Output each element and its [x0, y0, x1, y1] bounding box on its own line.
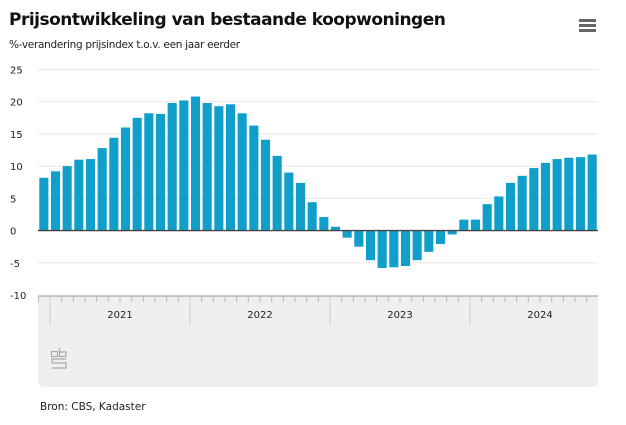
bar-2021-09[interactable] — [132, 117, 142, 231]
bar-2021-11[interactable] — [155, 113, 166, 231]
bar-2023-04[interactable] — [354, 230, 364, 247]
y-tick-label: 10 — [10, 162, 23, 173]
bar-2023-07[interactable] — [389, 230, 399, 268]
bar-2024-02[interactable] — [470, 219, 481, 231]
bar-2024-05[interactable] — [505, 182, 516, 231]
bar-2021-05[interactable] — [85, 159, 96, 231]
bar-2023-05[interactable] — [365, 230, 376, 261]
bar-2024-09[interactable] — [552, 159, 562, 231]
bar-2022-02[interactable] — [190, 96, 201, 231]
bar-2024-12[interactable] — [587, 154, 597, 231]
chart-title: Prijsontwikkeling van bestaande koopwoni… — [9, 10, 446, 30]
x-year-label: 2024 — [527, 310, 552, 321]
bar-2021-12[interactable] — [167, 103, 177, 231]
bar-2022-08[interactable] — [260, 139, 271, 231]
bar-2021-06[interactable] — [97, 148, 107, 231]
bar-2024-04[interactable] — [494, 196, 504, 231]
bar-2021-03[interactable] — [62, 166, 72, 231]
y-tick-label: 25 — [10, 66, 23, 77]
bar-2021-10[interactable] — [144, 113, 154, 231]
bar-2021-08[interactable] — [120, 127, 131, 231]
bar-2021-02[interactable] — [50, 171, 61, 231]
bar-2024-11[interactable] — [575, 157, 586, 231]
bar-2021-04[interactable] — [74, 159, 84, 231]
x-year-label: 2022 — [247, 310, 272, 321]
bars — [39, 96, 597, 268]
y-tick-label: 0 — [10, 227, 16, 238]
bar-2024-07[interactable] — [529, 168, 539, 231]
bar-2021-07[interactable] — [109, 137, 119, 231]
y-tick-label: -5 — [10, 259, 20, 270]
bar-2022-12[interactable] — [307, 202, 317, 231]
x-year-label: 2021 — [107, 310, 132, 321]
y-tick-label: -10 — [10, 291, 26, 302]
bar-2024-08[interactable] — [540, 162, 551, 231]
bar-2023-12[interactable] — [447, 230, 457, 235]
bar-2022-01[interactable] — [179, 100, 189, 231]
source-note: Bron: CBS, Kadaster — [40, 401, 146, 413]
bar-2022-06[interactable] — [237, 113, 247, 231]
bar-2024-10[interactable] — [564, 157, 574, 231]
bar-chart: 25 20 15 10 5 0 -5 -10 2021 2022 2023 2024 — [10, 66, 598, 387]
bar-2022-09[interactable] — [272, 155, 282, 231]
bar-2023-01[interactable] — [319, 217, 329, 231]
y-axis: 25 20 15 10 5 0 -5 -10 — [10, 66, 26, 303]
y-tick-label: 5 — [10, 194, 16, 205]
hamburger-menu-icon[interactable] — [579, 19, 596, 33]
bar-2023-06[interactable] — [377, 230, 387, 268]
x-year-label: 2023 — [387, 310, 412, 321]
bar-2022-07[interactable] — [249, 125, 259, 231]
bar-2023-08[interactable] — [400, 230, 411, 267]
bar-2024-03[interactable] — [482, 204, 492, 231]
bar-2022-10[interactable] — [284, 172, 294, 231]
bar-2023-10[interactable] — [424, 230, 434, 252]
cbs-logo — [50, 348, 67, 369]
bar-2022-11[interactable] — [295, 182, 306, 231]
bar-2022-05[interactable] — [225, 104, 236, 231]
bar-2023-09[interactable] — [412, 230, 422, 261]
bar-2022-04[interactable] — [214, 106, 224, 231]
chart-subtitle: %-verandering prijsindex t.o.v. een jaar… — [9, 39, 240, 51]
bar-2022-03[interactable] — [202, 103, 212, 231]
bar-2023-11[interactable] — [435, 230, 446, 245]
bar-2024-01[interactable] — [459, 219, 469, 231]
bar-2023-03[interactable] — [342, 230, 352, 238]
bar-2021-01[interactable] — [39, 177, 49, 231]
y-tick-label: 20 — [10, 98, 23, 109]
y-tick-label: 15 — [10, 130, 23, 141]
navigator[interactable]: 2021 2022 2023 2024 — [37, 295, 598, 387]
bar-2024-06[interactable] — [517, 175, 527, 231]
navigator-background — [38, 296, 598, 387]
bar-2023-02[interactable] — [330, 226, 341, 231]
